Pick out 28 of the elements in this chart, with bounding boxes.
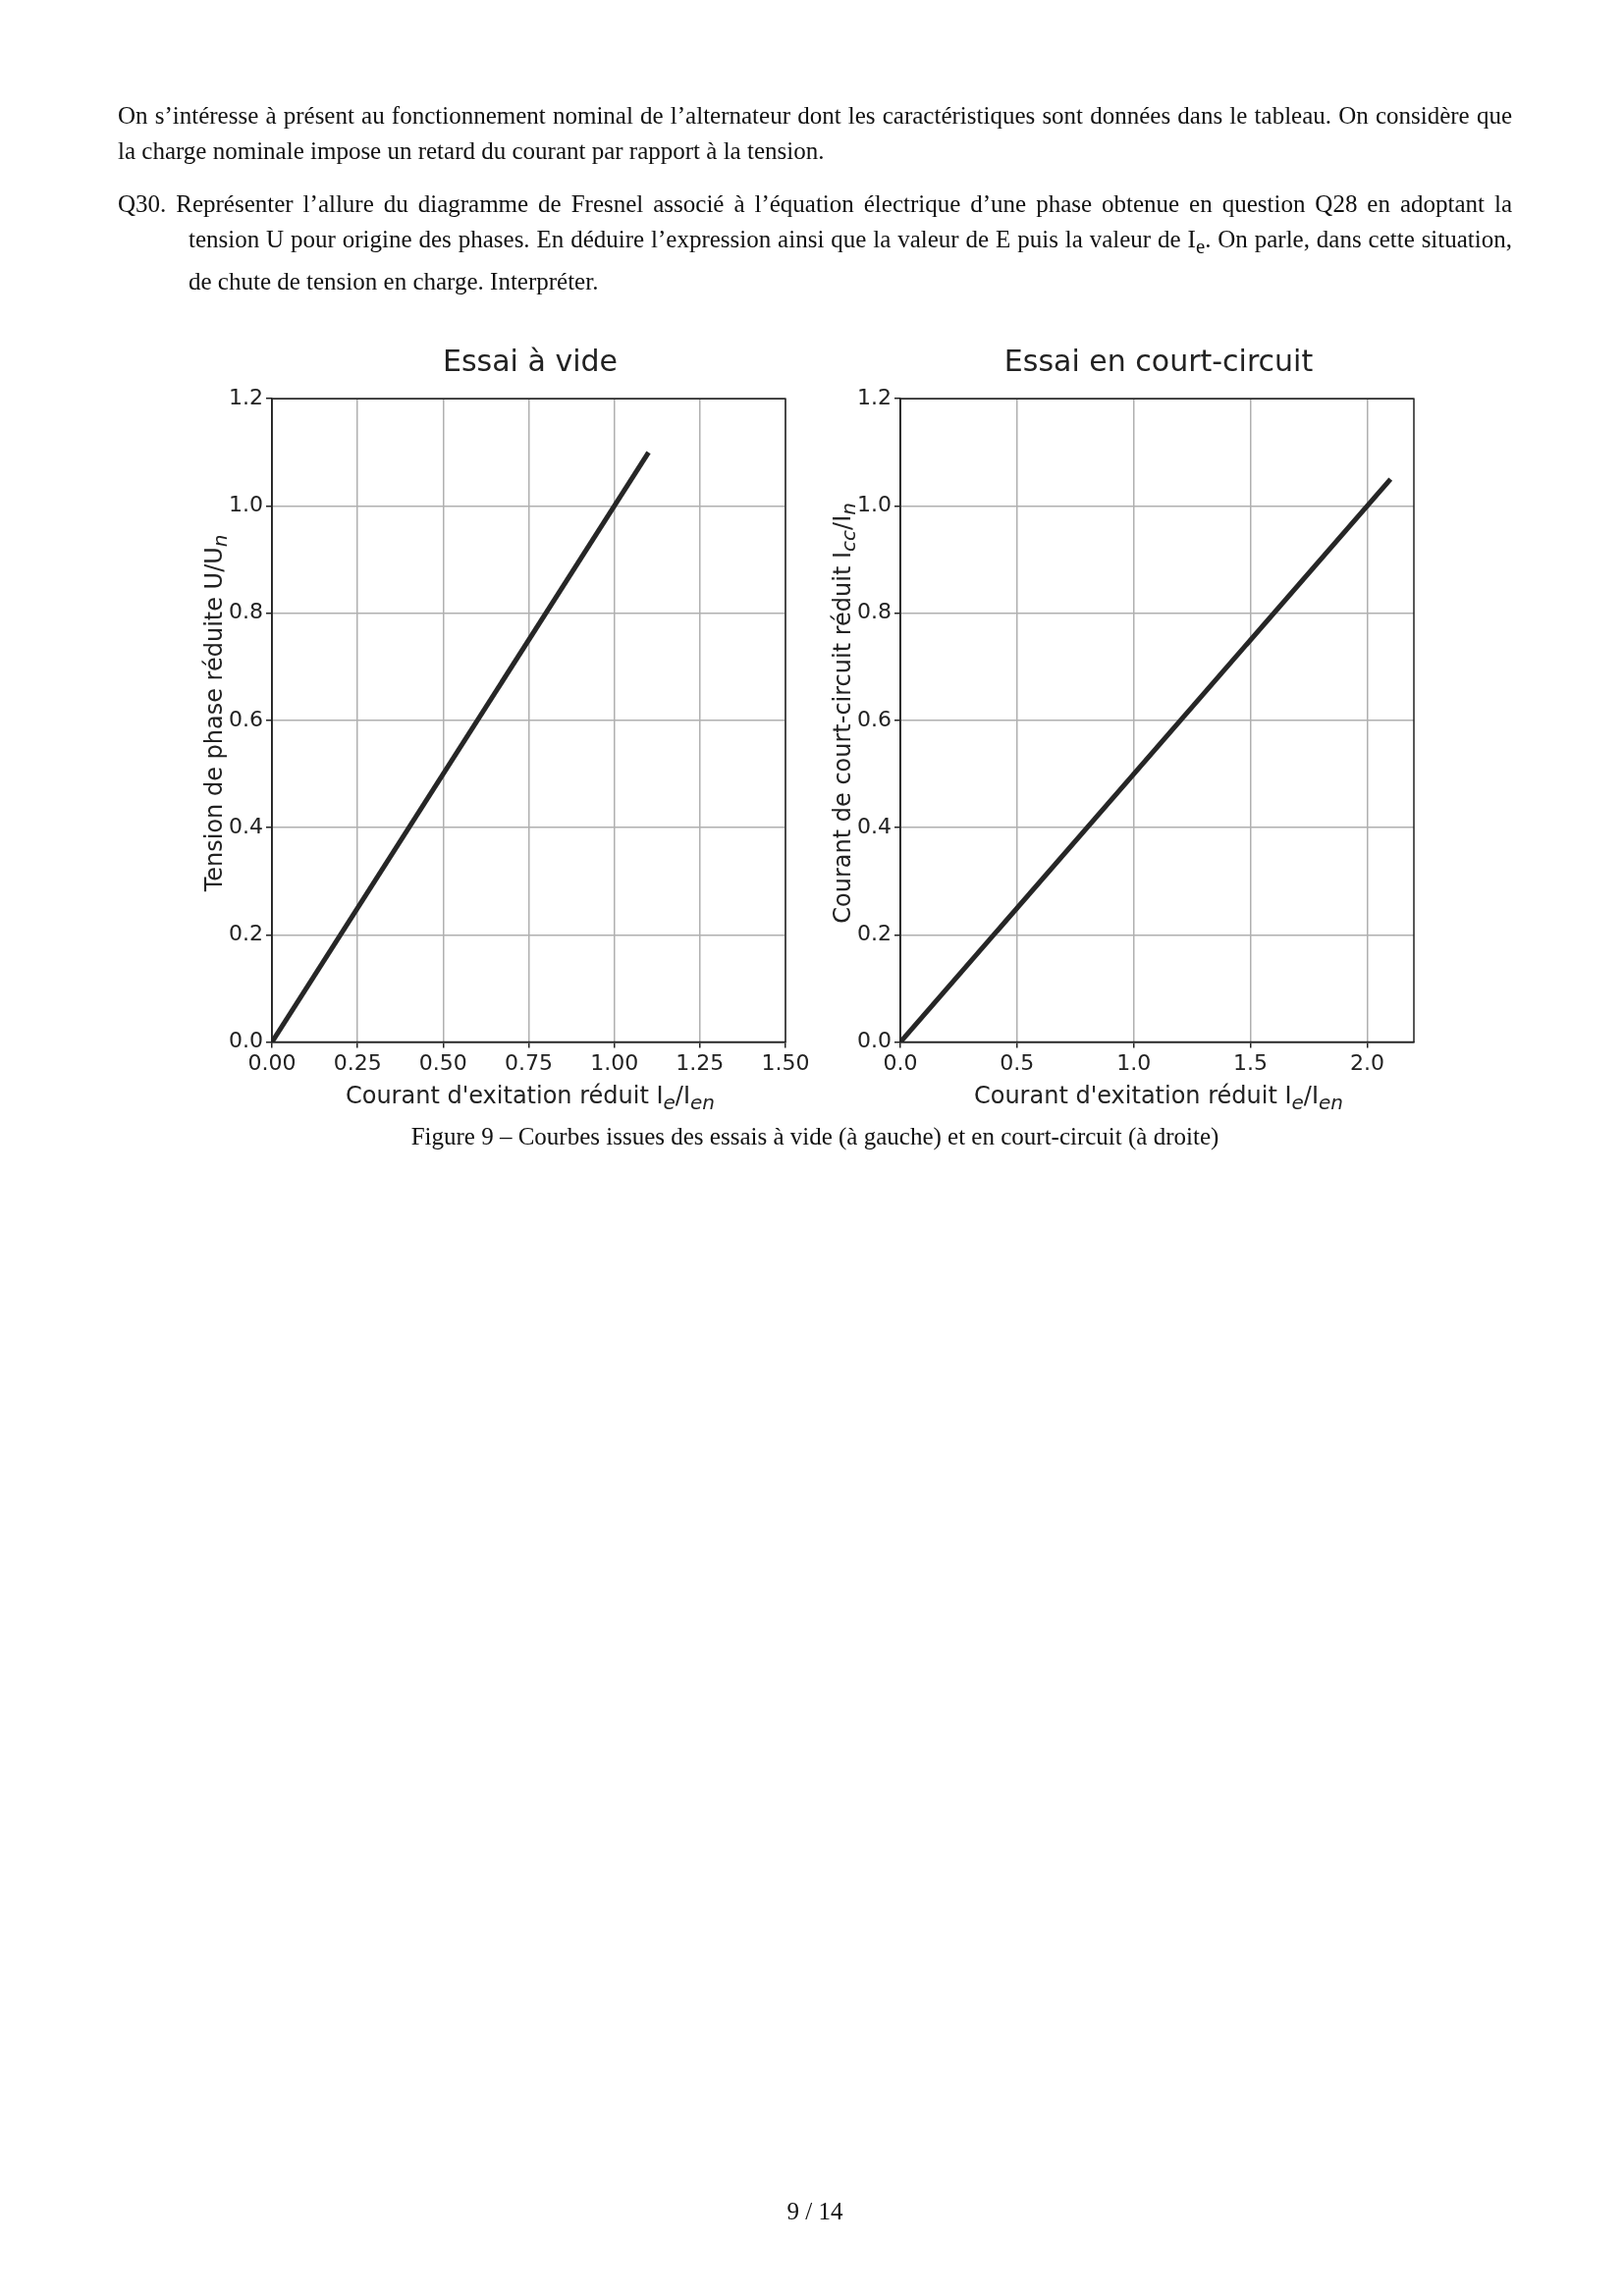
y-tick-label: 0.8 — [856, 599, 892, 624]
x-tick-label: 1.50 — [761, 1049, 810, 1075]
y-tick-label: 1.2 — [856, 384, 892, 409]
x-tick-label: 1.25 — [676, 1049, 725, 1075]
x-tick-label: 0.25 — [333, 1049, 382, 1075]
text: 9 / 14 — [785, 2197, 844, 2226]
caption: Figure 9 – Courbes issues des essais à vide (à gauche) et en court-circuit (à droite) — [409, 1122, 1220, 1152]
y-tick-label: 1.0 — [228, 492, 263, 517]
y-tick-label: 1.0 — [856, 492, 892, 517]
y-tick-label: 0.2 — [856, 921, 892, 946]
x-axis-title: Courant d'exitation réduit I$_{e}$/I$_{en}$ — [972, 1082, 1344, 1114]
y-tick-label: 0.6 — [228, 706, 263, 731]
y-tick-label: 0.2 — [228, 921, 263, 946]
x-tick-label: 2.0 — [1349, 1049, 1384, 1075]
x-tick-label: 0.5 — [1000, 1049, 1035, 1075]
y-tick-label: 0.8 — [228, 599, 263, 624]
chart-title: Essai en court-circuit — [1002, 344, 1315, 378]
chart-title: Essai à vide — [442, 344, 619, 378]
text: On s’intéresse à présent au fonctionnement nominal de l’alternateur dont les caractéristiques sont données dans le tableau. On considère que la charge nominale impose un retard du courant par rapport à la tension. — [118, 101, 1512, 166]
x-tick-label: 1.00 — [590, 1049, 639, 1075]
x-axis-title: Courant d'exitation réduit I$_{e}$/I$_{en}$ — [344, 1082, 716, 1114]
x-tick-label: 0.50 — [418, 1049, 467, 1075]
y-tick-label: 1.2 — [228, 384, 263, 409]
x-tick-label: 1.0 — [1116, 1049, 1152, 1075]
x-tick-label: 0.75 — [505, 1049, 553, 1075]
y-tick-label: 0.6 — [856, 706, 892, 731]
text: Q30. Représenter l’allure du diagramme de Fresnel associé à l’équation électrique d’une phase obtenue en question Q28 en adoptant la tension U pour origine des phases. En déduire l’expression ainsi que la valeur de E puis la valeur de I$_{e}$. On parle, dans cette situation, de chute de tension en charge. Interpréter. — [118, 190, 1512, 294]
x-tick-label: 1.5 — [1233, 1049, 1269, 1075]
